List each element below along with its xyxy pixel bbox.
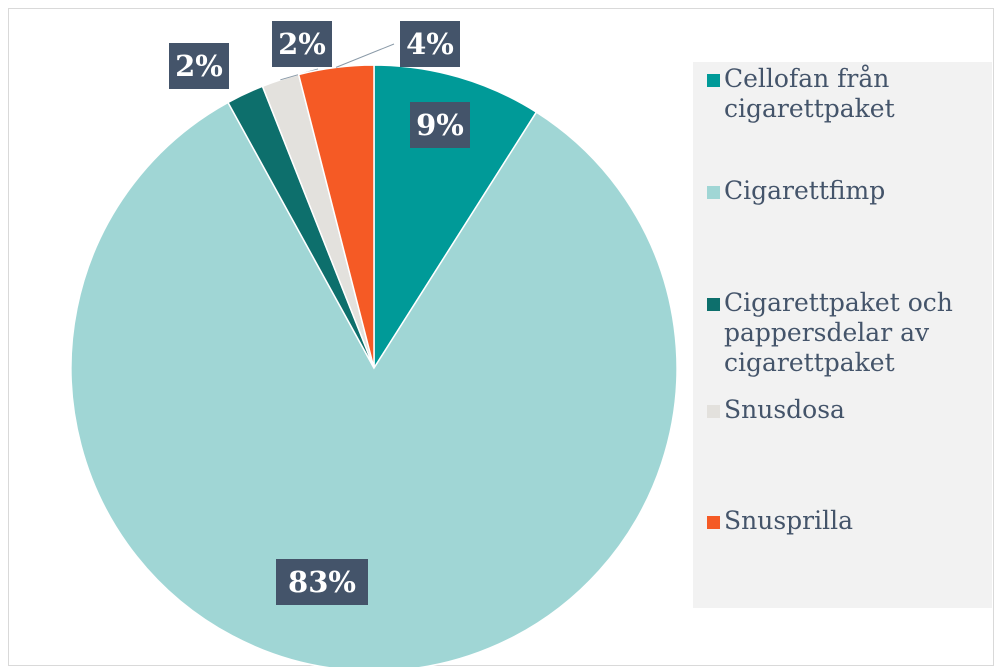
legend-label-line: cigarettpaket	[724, 94, 895, 123]
data-label-cigarettpaket: 2%	[169, 43, 229, 89]
legend-label-snusprilla: Snusprilla	[724, 506, 853, 536]
data-label-box	[400, 21, 460, 67]
legend-item-snusdosa: Snusdosa	[707, 395, 992, 425]
data-label-box	[410, 102, 470, 148]
legend-label-line: Cellofan från	[724, 64, 890, 93]
legend-item-cigarettpaket: Cigarettpaket och pappersdelar av cigare…	[707, 288, 992, 378]
data-label-text: 9%	[416, 108, 464, 142]
legend-swatch-cellofan	[707, 74, 720, 87]
legend-label-snusdosa: Snusdosa	[724, 395, 845, 425]
legend-item-cellofan: Cellofan från cigarettpaket	[707, 64, 992, 124]
legend-label-line: Cigarettfimp	[724, 176, 886, 205]
data-label-box	[276, 559, 368, 605]
legend-label-cigarettfimp: Cigarettfimp	[724, 176, 885, 206]
data-label-snusdosa: 2%	[272, 21, 332, 67]
legend-label-cellofan: Cellofan från cigarettpaket	[724, 64, 895, 124]
legend-swatch-cigarettpaket	[707, 298, 720, 311]
data-label-text: 2%	[175, 49, 223, 83]
legend-label-line: Cigarettpaket och	[724, 288, 953, 317]
pie-slice-cigarettfimp	[70, 101, 678, 667]
legend-item-cigarettfimp: Cigarettfimp	[707, 176, 992, 206]
legend-label-line: Snusprilla	[724, 506, 854, 535]
leader-line-snusprilla	[335, 43, 395, 68]
data-label-box	[272, 21, 332, 67]
legend-label-line: cigarettpaket	[724, 348, 895, 377]
chart-frame	[8, 8, 994, 666]
legend-swatch-snusprilla	[707, 516, 720, 529]
data-label-text: 83%	[288, 565, 356, 599]
data-label-cellofan: 9%	[410, 102, 470, 148]
data-label-text: 2%	[278, 27, 326, 61]
data-label-cigarettfimp: 83%	[276, 559, 368, 605]
data-label-snusprilla: 4%	[400, 21, 460, 67]
data-label-text: 4%	[406, 27, 454, 61]
legend-item-snusprilla: Snusprilla	[707, 506, 992, 536]
legend-label-cigarettpaket: Cigarettpaket och pappersdelar av cigare…	[724, 288, 953, 378]
legend-label-line: pappersdelar av	[724, 318, 930, 347]
legend-label-line: Snusdosa	[724, 395, 845, 424]
legend-swatch-snusdosa	[707, 405, 720, 418]
data-label-box	[169, 43, 229, 89]
legend: Cellofan från cigarettpaket Cigarettfimp…	[693, 62, 992, 608]
legend-swatch-cigarettfimp	[707, 186, 720, 199]
